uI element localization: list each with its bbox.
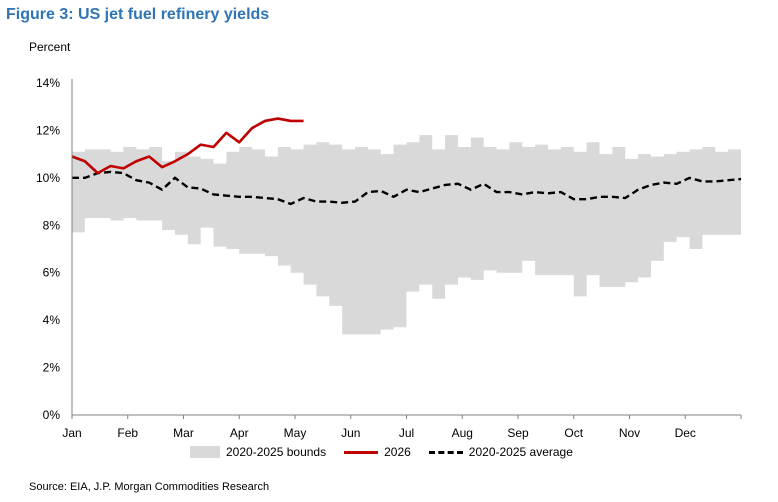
x-tick-label: Jan xyxy=(62,426,81,440)
y-tick-label: 0% xyxy=(43,408,61,422)
legend-swatch-average xyxy=(428,450,463,454)
legend-label-average: 2020-2025 average xyxy=(468,445,573,459)
x-tick-labels: Jan Feb Mar Apr May Jun Jul Aug Sep Oct Nov Dec xyxy=(62,426,696,440)
source-note: Source: EIA, J.P. Morgan Commodities Res… xyxy=(29,481,270,493)
legend-swatch-bounds xyxy=(190,446,220,458)
legend-item-average: 2020-2025 average xyxy=(428,445,573,459)
bounds-band xyxy=(72,135,741,335)
y-tick-label: 8% xyxy=(43,218,61,232)
x-tick-label: Apr xyxy=(230,426,249,440)
x-tick-label: Dec xyxy=(675,426,696,440)
x-tick-label: Aug xyxy=(452,426,473,440)
x-tick-label: Mar xyxy=(173,426,194,440)
x-tick-label: Jul xyxy=(399,426,414,440)
y-tick-label: 6% xyxy=(43,266,61,280)
x-tick-label: Nov xyxy=(619,426,640,440)
y-tick-label: 10% xyxy=(36,171,60,185)
legend-item-bounds: 2020-2025 bounds xyxy=(190,445,326,459)
x-tick-label: May xyxy=(284,426,307,440)
x-tick-label: Sep xyxy=(507,426,529,440)
x-tick-label: Oct xyxy=(564,426,583,440)
chart-legend: 2020-2025 bounds 2026 2020-2025 average xyxy=(190,445,591,459)
y-axis-unit-label: Percent xyxy=(29,40,71,54)
y-tick-label: 2% xyxy=(43,361,61,375)
x-tick-label: Jun xyxy=(341,426,360,440)
average-line-layer xyxy=(72,170,742,206)
chart-title: Figure 3: US jet fuel refinery yields xyxy=(6,6,270,23)
y-tick-label: 14% xyxy=(36,76,60,90)
legend-label-bounds: 2020-2025 bounds xyxy=(226,445,327,459)
legend-swatch-2026 xyxy=(344,450,379,454)
x-tick-label: Feb xyxy=(117,426,138,440)
y-tick-labels: 0% 2% 4% 6% 8% 10% 12% 14% xyxy=(36,76,60,422)
bounds-band-layer xyxy=(72,135,741,335)
legend-item-2026: 2026 xyxy=(344,445,411,459)
legend-label-2026: 2026 xyxy=(384,445,411,459)
y-tick-label: 12% xyxy=(36,123,60,137)
series-average-line xyxy=(72,170,742,206)
axes-layer xyxy=(71,79,742,419)
y-tick-label: 4% xyxy=(43,313,61,327)
series-2026-layer xyxy=(71,117,304,175)
series-2026-line xyxy=(71,117,304,175)
